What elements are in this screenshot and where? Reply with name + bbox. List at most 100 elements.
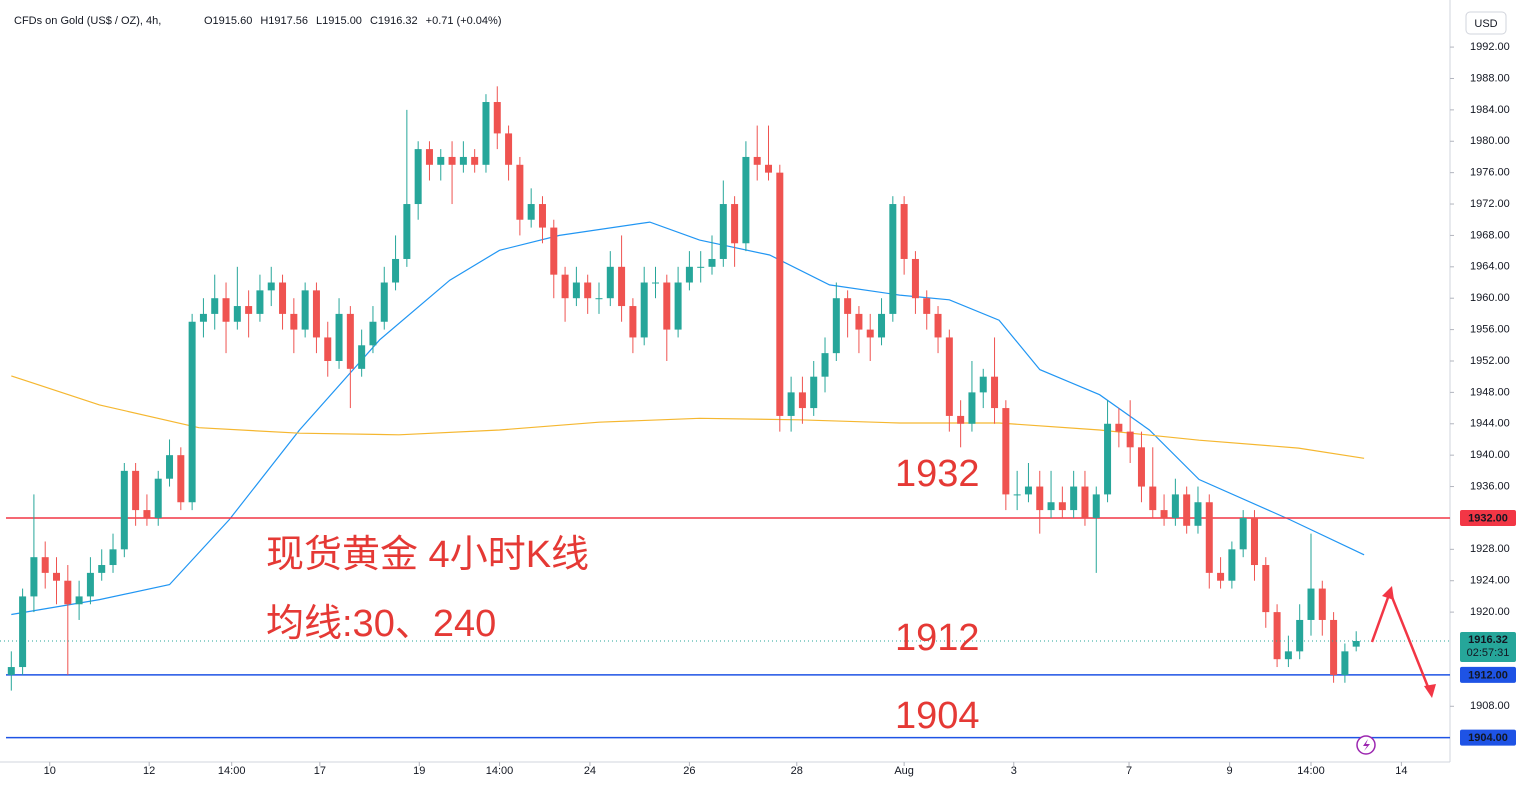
y-tick-label: 1936.00 <box>1470 480 1510 492</box>
annotation: 均线:30、240 <box>266 603 496 645</box>
last-price-label: 1916.32 <box>1468 634 1508 646</box>
y-tick-label: 1960.00 <box>1470 292 1510 304</box>
x-tick-label: 19 <box>413 765 425 777</box>
x-tick-label: 26 <box>683 765 695 777</box>
candle-body <box>1341 651 1349 675</box>
candle-body <box>459 156 467 165</box>
candle-body <box>629 306 637 338</box>
x-tick-label: 14 <box>1395 765 1407 777</box>
candle-body <box>86 572 94 597</box>
candle-body <box>1262 565 1270 613</box>
y-tick-label: 1924.00 <box>1470 575 1510 587</box>
candle-body <box>256 290 264 314</box>
candle-body <box>1171 494 1179 518</box>
candle-body <box>1160 510 1168 518</box>
candle-body <box>1047 502 1055 511</box>
candle-body <box>1296 619 1304 652</box>
candle-body <box>211 298 219 314</box>
y-tick-label: 1964.00 <box>1470 261 1510 273</box>
candle-body <box>414 149 422 205</box>
candle-body <box>505 133 513 165</box>
currency-button[interactable] <box>1465 11 1507 35</box>
ohlc-value: C1916.32 <box>370 15 418 27</box>
x-tick-label: 17 <box>314 765 326 777</box>
candle-body <box>358 345 366 369</box>
y-tick-label: 1940.00 <box>1470 449 1510 461</box>
candle-body <box>832 298 840 354</box>
candle-body <box>731 204 739 244</box>
ohlc-value: L1915.00 <box>316 15 362 27</box>
y-tick-label: 1908.00 <box>1470 700 1510 712</box>
x-tick-label: 24 <box>584 765 596 777</box>
candle-body <box>75 596 83 605</box>
x-tick-label: 3 <box>1011 765 1017 777</box>
candle-body <box>177 455 185 503</box>
level-label-box <box>1460 509 1516 526</box>
y-tick-label: 1956.00 <box>1470 324 1510 336</box>
candle-body <box>855 313 863 330</box>
candle-body <box>651 282 659 284</box>
candle-body <box>776 172 784 416</box>
candle-body <box>674 282 682 330</box>
candle-body <box>1092 494 1100 518</box>
y-tick-label: 1948.00 <box>1470 386 1510 398</box>
x-tick-label: 7 <box>1126 765 1132 777</box>
candle-body <box>1284 651 1292 660</box>
candle-body <box>312 290 320 338</box>
candle-body <box>1070 486 1078 511</box>
y-tick-label: 1928.00 <box>1470 543 1510 555</box>
candle-body <box>392 258 400 283</box>
currency[interactable]: USD <box>1474 18 1497 30</box>
candle-body <box>810 376 818 409</box>
x-tick-label: Aug <box>894 765 914 777</box>
candle-body <box>719 204 727 259</box>
symbol-title: CFDs on Gold (US$ / OZ), 4h, <box>14 15 161 27</box>
candle-body <box>584 282 592 299</box>
candle-body <box>1081 486 1089 518</box>
candle-body <box>482 102 490 165</box>
candle-body <box>437 156 445 165</box>
candle-body <box>1126 431 1134 448</box>
candle-body <box>742 156 750 244</box>
candle-body <box>471 156 479 165</box>
candle-body <box>143 510 151 518</box>
plot <box>0 86 1450 739</box>
candle-body <box>132 470 140 511</box>
candle-body <box>1194 502 1202 526</box>
x-tick-label: 10 <box>44 765 56 777</box>
candle-body <box>663 282 671 330</box>
x-tick-label: 9 <box>1227 765 1233 777</box>
candle-body <box>538 204 546 228</box>
candle-body <box>369 321 377 346</box>
candle-body <box>866 329 874 338</box>
candle-body <box>1002 408 1010 495</box>
candle-body <box>798 392 806 409</box>
candle-body <box>516 164 524 220</box>
candle-body <box>957 415 965 424</box>
x-tick-label: 28 <box>791 765 803 777</box>
candle-body <box>1024 486 1032 495</box>
candle-body <box>188 321 196 503</box>
candle-body <box>335 313 343 361</box>
candle-body <box>346 313 354 369</box>
level-label: 1932.00 <box>1468 512 1508 524</box>
candle-body <box>979 376 987 393</box>
y-tick-label: 1988.00 <box>1470 72 1510 84</box>
candle-body <box>572 282 580 299</box>
candle-body <box>618 266 626 307</box>
level-label-box <box>1460 666 1516 683</box>
y-tick-label: 1976.00 <box>1470 167 1510 179</box>
candle-body <box>821 353 829 377</box>
candle-body <box>1183 494 1191 526</box>
candle-body <box>595 298 603 300</box>
y-tick-label: 1944.00 <box>1470 418 1510 430</box>
candle-body <box>945 337 953 416</box>
candle-body <box>685 266 693 283</box>
candle-body <box>844 298 852 314</box>
y-tick-label: 1952.00 <box>1470 355 1510 367</box>
candle-body <box>493 102 501 134</box>
candle-body <box>606 266 614 299</box>
candle-body <box>1352 640 1360 647</box>
candle-body <box>1330 619 1338 675</box>
